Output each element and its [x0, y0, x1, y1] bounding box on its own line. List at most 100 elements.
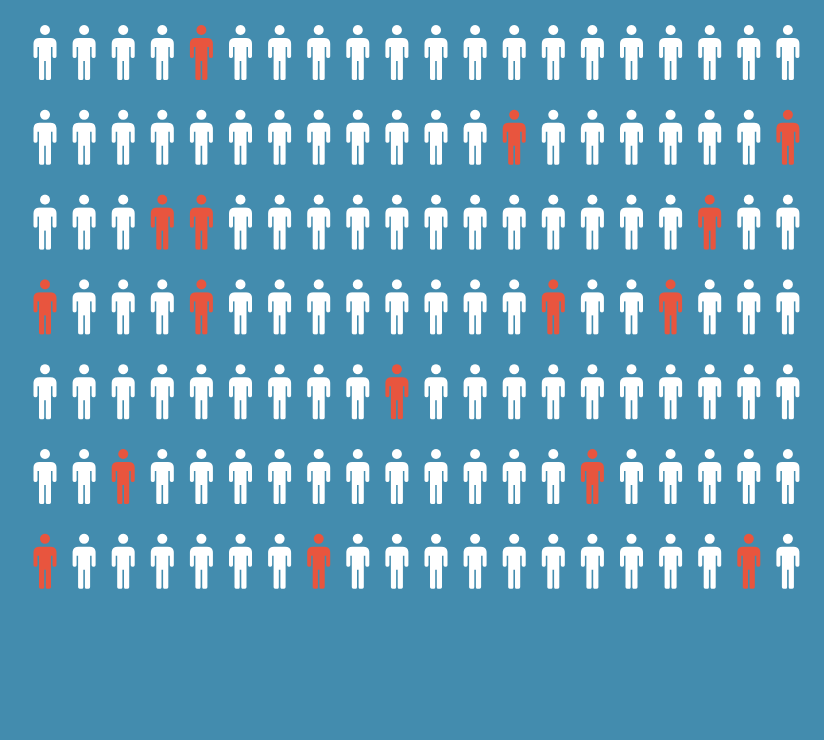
person-body	[580, 377, 604, 420]
people-grid	[33, 25, 800, 589]
person-icon	[659, 364, 683, 420]
person-head	[235, 194, 246, 205]
person-body	[268, 546, 292, 589]
person-icon-highlighted	[33, 533, 57, 589]
person-head	[79, 25, 90, 35]
person-head	[782, 194, 793, 205]
person-body	[737, 38, 761, 80]
person-body	[111, 462, 135, 504]
person-body	[502, 122, 526, 165]
person-icon	[737, 109, 761, 165]
person-head	[157, 109, 168, 120]
person-body	[698, 38, 722, 80]
person-head	[391, 279, 402, 290]
person-body	[72, 462, 96, 504]
person-icon-highlighted	[737, 533, 761, 589]
person-icon	[698, 364, 722, 420]
person-body	[189, 462, 213, 504]
person-body	[541, 207, 565, 250]
person-icon	[111, 533, 135, 589]
person-icon	[424, 449, 448, 504]
person-body	[229, 292, 252, 335]
person-body	[72, 546, 96, 589]
person-body	[424, 546, 448, 589]
person-body	[150, 546, 174, 589]
person-head	[431, 279, 441, 290]
person-head	[313, 194, 324, 205]
person-head	[704, 449, 715, 459]
person-head	[470, 533, 481, 544]
person-icon	[541, 109, 565, 165]
person-icon	[346, 364, 370, 420]
person-head	[274, 533, 285, 544]
person-icon	[229, 109, 252, 165]
person-head	[352, 364, 363, 375]
person-icon	[346, 194, 370, 250]
person-icon	[268, 533, 292, 589]
person-head	[313, 25, 324, 35]
person-body	[33, 377, 57, 420]
person-head	[704, 25, 715, 35]
person-head	[157, 533, 168, 544]
person-head	[470, 194, 481, 205]
person-body	[33, 38, 57, 80]
person-head	[587, 194, 598, 205]
person-head	[548, 364, 559, 375]
person-head	[391, 364, 402, 375]
person-head	[352, 533, 363, 544]
person-body	[307, 207, 331, 250]
person-head	[157, 449, 168, 459]
person-body	[502, 546, 526, 589]
person-icon	[620, 109, 643, 165]
person-icon	[776, 449, 800, 504]
person-head	[391, 533, 402, 544]
person-head	[157, 364, 168, 375]
person-body	[229, 38, 252, 80]
person-icon	[541, 364, 565, 420]
person-body	[346, 546, 370, 589]
person-body	[541, 377, 565, 420]
person-icon	[72, 279, 96, 335]
person-icon	[268, 449, 292, 504]
person-head	[313, 279, 324, 290]
person-head	[196, 25, 207, 35]
person-body	[111, 122, 135, 165]
person-head	[79, 279, 90, 290]
person-head	[665, 364, 676, 375]
person-icon	[189, 364, 213, 420]
person-head	[587, 279, 598, 290]
person-icon	[424, 109, 448, 165]
person-head	[118, 25, 129, 35]
person-body	[620, 207, 643, 250]
person-icon	[346, 533, 370, 589]
person-icon	[229, 25, 252, 80]
person-body	[346, 207, 370, 250]
person-icon	[424, 194, 448, 250]
person-head	[626, 194, 637, 205]
person-head	[509, 109, 520, 120]
person-icon	[72, 449, 96, 504]
person-body	[150, 377, 174, 420]
person-icon	[307, 194, 331, 250]
person-head	[79, 449, 90, 459]
person-icon	[346, 449, 370, 504]
person-head	[40, 279, 50, 290]
person-icon	[385, 533, 409, 589]
person-body	[150, 292, 174, 335]
person-body	[463, 292, 487, 335]
person-head	[352, 109, 363, 120]
person-body	[268, 292, 292, 335]
person-head	[235, 364, 246, 375]
person-body	[268, 207, 292, 250]
person-head	[548, 449, 559, 459]
person-body	[463, 546, 487, 589]
person-body	[776, 38, 800, 80]
person-head	[118, 533, 129, 544]
person-head	[743, 533, 754, 544]
person-icon	[33, 25, 57, 80]
person-body	[268, 122, 292, 165]
person-head	[626, 449, 637, 459]
person-body	[620, 462, 643, 504]
person-head	[118, 279, 129, 290]
